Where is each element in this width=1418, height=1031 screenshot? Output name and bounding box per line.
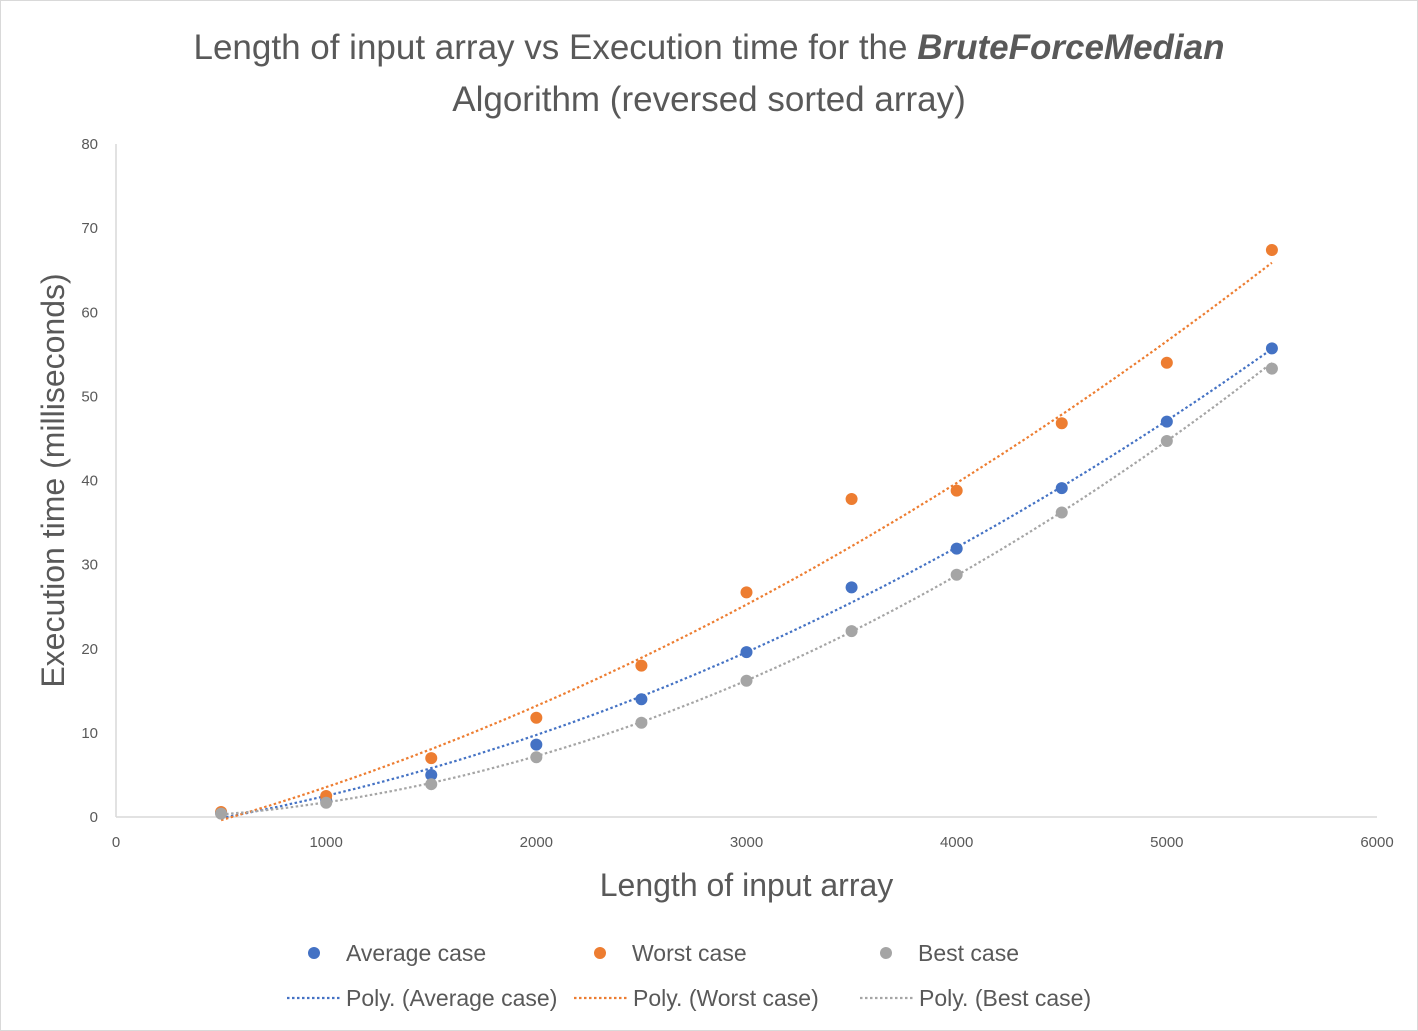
legend-label: Best case [918,940,1019,966]
legend-label: Average case [346,940,486,966]
x-tick-label: 5000 [1150,834,1183,851]
data-point [425,768,438,781]
axes: 0 1000 2000 3000 4000 5000 6000 0 10 20 30 40 50 60 70… [81,136,1393,851]
data-point [1055,482,1068,495]
x-tick-label: 0 [112,834,120,851]
chart-title-prefix: Length of input array vs Execution time … [193,28,918,67]
x-tick-label: 4000 [940,834,973,851]
data-point [1265,243,1278,256]
y-tick-label: 60 [81,304,98,321]
data-point [425,778,438,791]
data-point [530,738,543,751]
data-point [1265,342,1278,355]
chart-title-line-2: Algorithm (reversed sorted array) [452,80,966,119]
y-tick-label: 10 [81,725,98,742]
trendline [221,361,1273,816]
data-point [1055,506,1068,519]
x-tick-label: 2000 [520,834,553,851]
data-point [740,586,753,599]
x-axis-title: Length of input array [600,867,894,903]
legend: Average case Worst case Best case Poly. (Av… [287,940,1091,1011]
data-point [1160,434,1173,447]
chart-title-emphasis: BruteForceMedian [917,28,1225,67]
trendline [220,348,1273,820]
y-tick-label: 30 [81,557,98,574]
data-point [1160,356,1173,369]
data-point [635,716,648,729]
trendline [220,261,1273,822]
legend-label: Worst case [632,940,747,966]
x-tick-label: 1000 [309,834,342,851]
x-tick-label: 6000 [1360,834,1393,851]
data-point [215,807,228,820]
data-point [1160,415,1173,428]
data-point [950,568,963,581]
trendlines [220,261,1273,822]
y-tick-label: 40 [81,473,98,490]
data-point [530,751,543,764]
legend-marker [594,947,606,959]
data-point [530,711,543,724]
data-point [1055,417,1068,430]
legend-marker [308,947,320,959]
data-point [635,693,648,706]
data-point [845,493,858,506]
chart-title: Length of input array vs Execution time … [0,22,1418,126]
y-axis-title: Execution time (milliseconds) [35,273,71,687]
legend-trendline-label: Poly. (Average case) [346,985,557,1011]
data-point [1265,362,1278,375]
data-point [950,542,963,555]
y-tick-label: 50 [81,388,98,405]
y-tick-label: 20 [81,641,98,658]
data-point [320,796,333,809]
y-tick-label: 70 [81,220,98,237]
legend-trendline-label: Poly. (Best case) [919,985,1091,1011]
data-point [425,752,438,765]
data-point [845,625,858,638]
legend-marker [880,947,892,959]
data-point [740,674,753,687]
data-point [845,581,858,594]
data-point [950,484,963,497]
chart-title-line-1: Length of input array vs Execution time … [0,22,1418,74]
data-point [740,646,753,659]
y-tick-label: 0 [90,809,98,826]
data-points [215,243,1278,820]
x-tick-label: 3000 [730,834,763,851]
y-tick-label: 80 [81,136,98,153]
data-point [635,659,648,672]
legend-trendline-label: Poly. (Worst case) [633,985,819,1011]
